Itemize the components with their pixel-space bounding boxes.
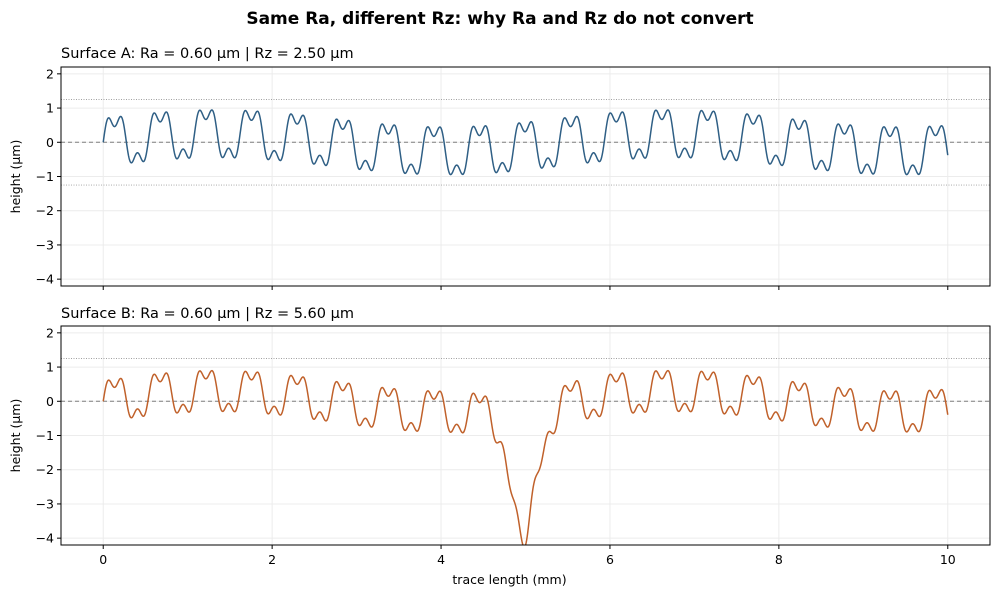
surface-b-y-tick-label: −4 [36,531,54,546]
surface-b-y-tick-label: 2 [46,325,54,340]
surface-a-y-tick-label: −2 [36,203,54,218]
surface-a-y-tick-label: 2 [46,66,54,81]
surface-a-panel: Surface A: Ra = 0.60 µm | Rz = 2.50 µm −… [8,46,991,290]
surface-b-y-tick-label: 0 [46,394,54,409]
surface-a-title: Surface A: Ra = 0.60 µm | Rz = 2.50 µm [61,46,354,62]
surface-b-x-tick-label: 6 [606,552,614,567]
surface-b-x-axis-label: trace length (mm) [452,572,566,587]
surface-a-y-tick-label: 0 [46,135,54,150]
surface-b-panel: Surface B: Ra = 0.60 µm | Rz = 5.60 µm 0… [8,306,991,587]
surface-a-series-line-0 [102,109,949,176]
surface-b-y-tick-label: 1 [46,360,54,375]
surface-b-x-tick-label: 4 [437,552,445,567]
surface-a-y-tick-label: 1 [46,101,54,116]
surface-b-title: Surface B: Ra = 0.60 µm | Rz = 5.60 µm [61,306,354,322]
surface-b-y-tick-label: −2 [36,462,54,477]
surface-b-y-tick-label: −1 [36,428,54,443]
surface-b-x-tick-label: 0 [99,552,107,567]
figure-title: Same Ra, different Rz: why Ra and Rz do … [246,9,753,29]
surface-a-y-tick-label: −4 [36,272,54,287]
surface-a-y-axis-label: height (µm) [8,140,23,214]
surface-b-x-tick-label: 2 [268,552,276,567]
surface-a-y-tick-label: −3 [36,237,54,252]
surface-b-y-axis-label: height (µm) [8,399,23,473]
surface-a-y-tick-label: −1 [36,169,54,184]
surface-b-series-line-0 [102,369,949,545]
surface-b-y-tick-label: −3 [36,496,54,511]
surface-b-x-tick-label: 8 [775,552,783,567]
surface-b-x-tick-label: 10 [940,552,956,567]
